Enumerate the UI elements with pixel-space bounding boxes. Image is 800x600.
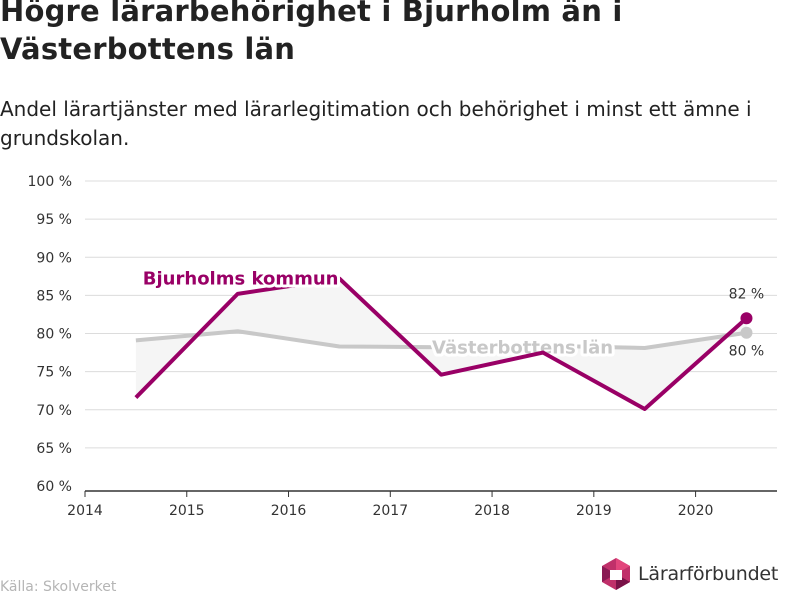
y-tick-label: 80 % — [36, 327, 72, 343]
series-label-bjurholms-kommun: Bjurholms kommun — [143, 268, 339, 289]
brand-name: Lärarförbundet — [638, 563, 779, 585]
series-line-vasterbottens-lan — [135, 329, 747, 350]
y-tick-label: 90 % — [36, 250, 72, 266]
y-tick-label: 65 % — [36, 441, 72, 457]
y-tick-label: 100 % — [28, 174, 72, 190]
y-tick-label: 95 % — [36, 212, 72, 228]
x-tick-label: 2020 — [678, 503, 714, 519]
x-tick-label: 2019 — [576, 503, 612, 519]
x-tick-label: 2014 — [67, 503, 103, 519]
end-label-bjurholms-kommun: 82 % — [729, 286, 765, 302]
series-label-vasterbottens-lan: Västerbottens län — [432, 337, 613, 358]
source-note: Källa: Skolverket — [0, 579, 117, 595]
y-tick-label: 70 % — [36, 403, 72, 419]
y-tick-label: 85 % — [36, 288, 72, 304]
end-label-vasterbottens-lan: 80 % — [729, 344, 765, 360]
x-tick-label: 2018 — [474, 503, 510, 519]
brand-hexagon-icon — [602, 558, 630, 590]
series-label-halo: Bjurholms kommun — [143, 268, 339, 289]
x-tick-label: 2016 — [271, 503, 307, 519]
x-tick-label: 2015 — [169, 503, 205, 519]
series-line-bjurholms-kommun — [134, 276, 748, 411]
y-tick-label: 75 % — [36, 365, 72, 381]
end-point-vasterbottens-lan — [740, 326, 753, 339]
chart-title: Högre lärarbehörighet i Bjurholm än i Vä… — [0, 0, 623, 66]
y-tick-label: 60 % — [36, 479, 72, 495]
chart-subtitle: Andel lärartjänster med lärarlegitimatio… — [0, 97, 752, 150]
brand-logo: Lärarförbundet — [600, 556, 778, 592]
end-point-bjurholms-kommun — [740, 312, 753, 325]
x-tick-label: 2017 — [372, 503, 408, 519]
difference-area — [135, 278, 747, 409]
